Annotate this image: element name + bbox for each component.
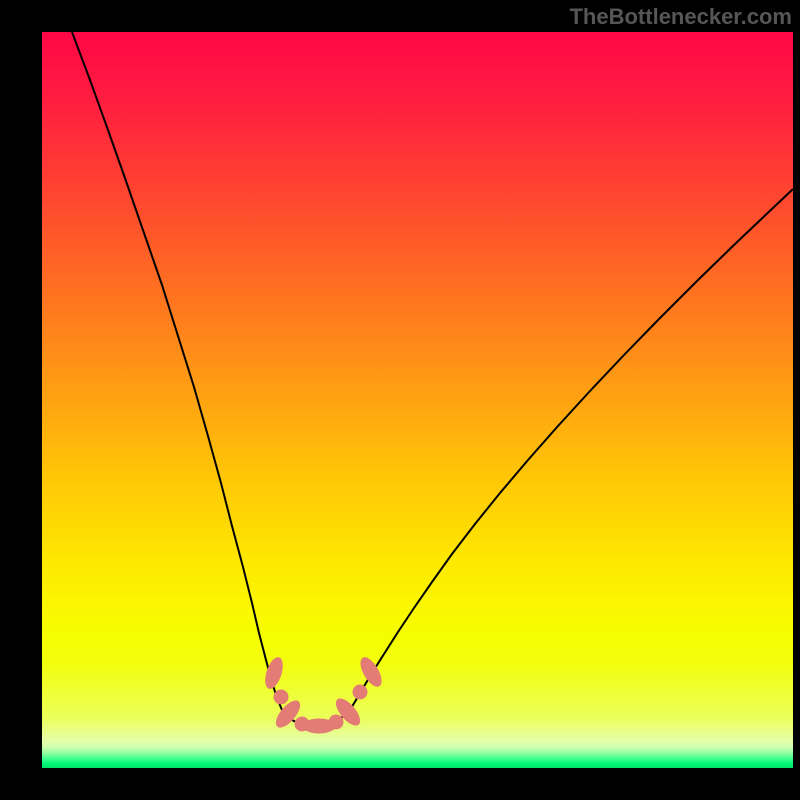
chart-frame: TheBottlenecker.com [0, 0, 800, 800]
curve-marker [329, 715, 343, 729]
plot-background-gradient [42, 32, 793, 768]
curve-marker [353, 685, 367, 699]
watermark-text: TheBottlenecker.com [569, 4, 792, 30]
curve-marker [274, 690, 288, 704]
bottleneck-chart-svg [0, 0, 800, 800]
